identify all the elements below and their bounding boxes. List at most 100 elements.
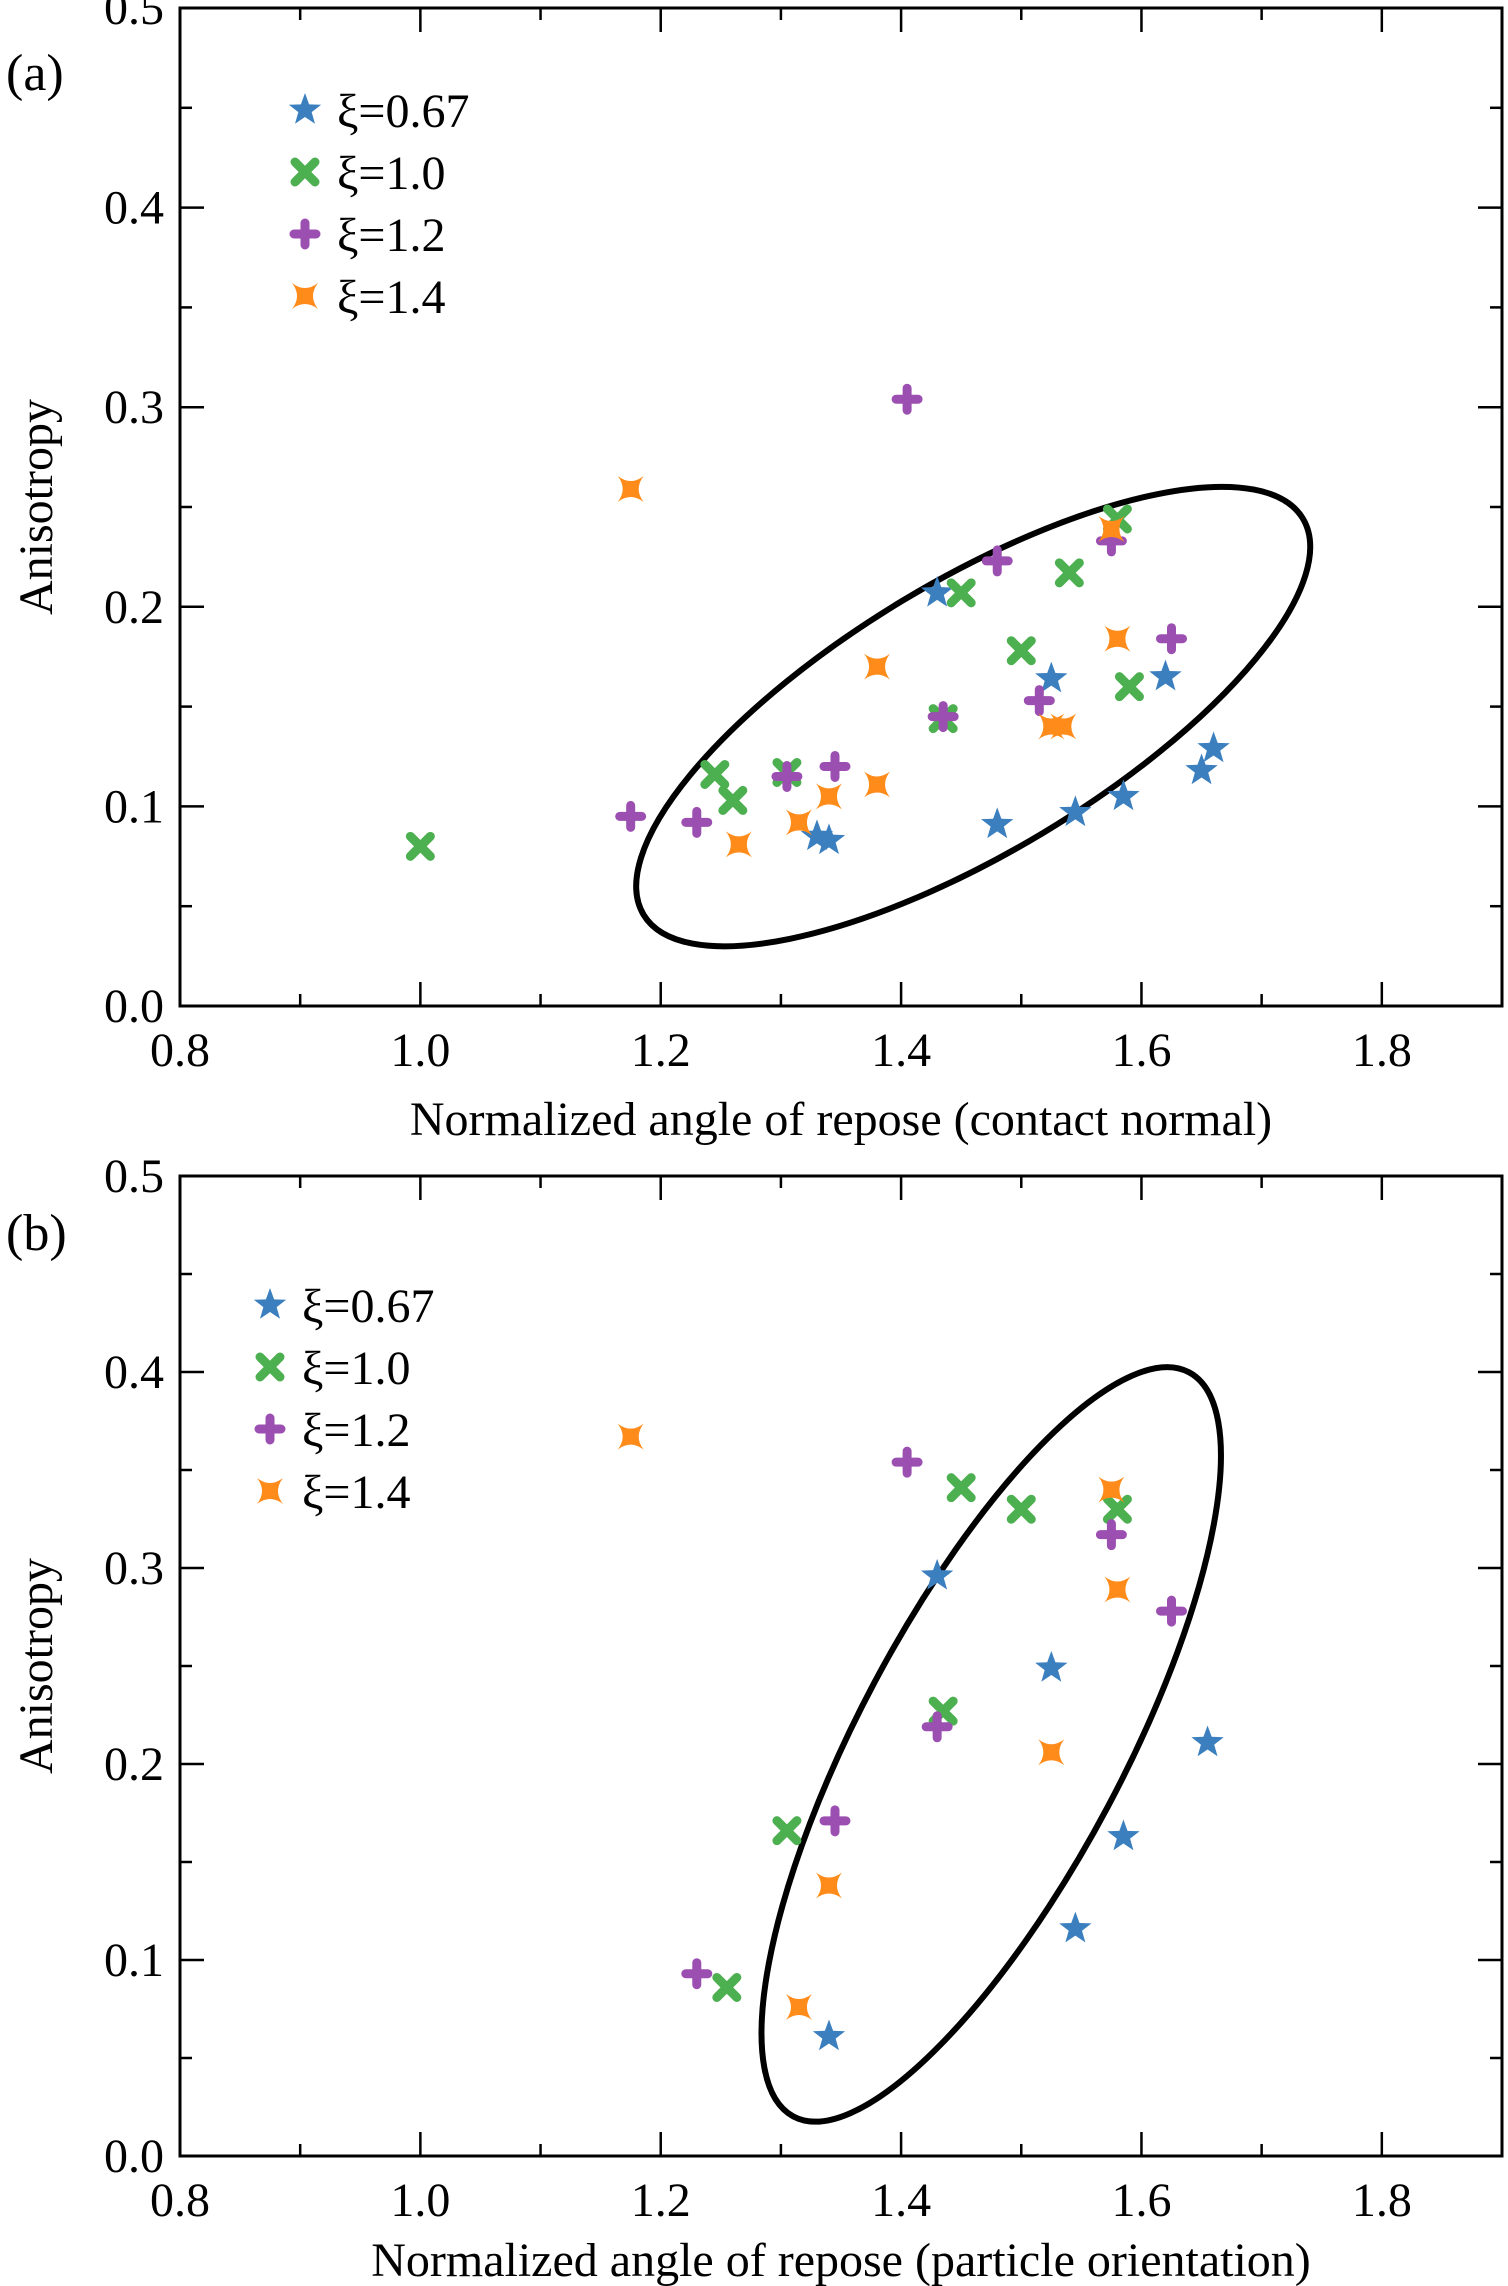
- x-tick-label: 1.6: [1111, 2174, 1171, 2227]
- x-tick-labels: 0.8 1.0 1.2 1.4 1.6 1.8: [150, 1024, 1412, 1077]
- y-tick-label: 0.2: [104, 1738, 164, 1791]
- x-tick-label: 1.0: [390, 2174, 450, 2227]
- data-point: [921, 1711, 953, 1743]
- data-point: [1104, 1576, 1131, 1603]
- data-point: [815, 783, 842, 810]
- legend: ξ=0.67 ξ=1.0 ξ=1.2 ξ=1.4: [288, 85, 469, 324]
- data-point: [1095, 1519, 1127, 1551]
- legend-label: ξ=1.2: [337, 209, 445, 262]
- legend-symbol: [292, 283, 318, 309]
- y-tick-label: 0.3: [104, 381, 164, 434]
- x-tick-label: 0.8: [150, 2174, 210, 2227]
- panel-label: (b): [6, 1205, 67, 1262]
- x-tick-label: 1.2: [631, 1024, 691, 1077]
- data-point: [815, 1872, 842, 1899]
- x-tick-label: 1.8: [1352, 1024, 1412, 1077]
- x-axis-label: Normalized angle of repose (contact norm…: [410, 1093, 1272, 1146]
- data-point: [864, 653, 891, 680]
- x-tick-label: 1.4: [871, 2174, 931, 2227]
- y-tick-label: 0.2: [104, 581, 164, 634]
- data-point: [812, 823, 846, 855]
- legend-marker: [254, 1413, 286, 1445]
- x-tick-label: 1.4: [871, 1024, 931, 1077]
- y-tick-label: 0.1: [104, 1934, 164, 1987]
- data-point: [891, 1446, 923, 1478]
- data-point: [1098, 1476, 1125, 1503]
- x-tick-label: 1.2: [631, 2174, 691, 2227]
- legend-label: ξ=0.67: [302, 1280, 434, 1333]
- data-point: [864, 771, 891, 798]
- legend-marker: [289, 218, 321, 250]
- data-point: [1023, 685, 1055, 717]
- data-point: [1006, 636, 1036, 666]
- data-point: [819, 1805, 851, 1837]
- legend-marker: [290, 157, 320, 187]
- y-tick-label: 0.4: [104, 1346, 164, 1399]
- legend-symbol: [288, 93, 322, 124]
- data-point: [927, 701, 959, 733]
- data-point: [405, 831, 435, 861]
- legend-symbol: [255, 1352, 285, 1382]
- x-tick-label: 1.6: [1111, 1024, 1171, 1077]
- data-point: [819, 750, 851, 782]
- legend-label: ξ=1.0: [302, 1342, 410, 1395]
- y-axis-label: Anisotropy: [10, 399, 63, 615]
- legend-label: ξ=1.4: [337, 271, 445, 324]
- data-point: [712, 1972, 742, 2002]
- legend-entry: ξ=1.4: [257, 1466, 410, 1519]
- data-point: [1098, 515, 1125, 542]
- legend-marker: [292, 283, 318, 309]
- data-point: [1102, 1494, 1132, 1524]
- data-point: [1006, 1494, 1036, 1524]
- y-tick-labels: 0.0 0.1 0.2 0.3 0.4 0.5: [104, 1150, 164, 2183]
- panel-b: (b) 0.8 1.0 1.2 1.4 1.6 1.8 0.0 0.1 0.2 …: [6, 1150, 1504, 2286]
- legend-entry: ξ=1.2: [254, 1404, 410, 1457]
- x-tick-labels: 0.8 1.0 1.2 1.4 1.6 1.8: [150, 2174, 1412, 2227]
- data-point: [812, 2019, 846, 2051]
- data-point: [981, 545, 1013, 577]
- y-tick-label: 0.0: [104, 2130, 164, 2183]
- y-tick-label: 0.1: [104, 780, 164, 833]
- data-point: [891, 383, 923, 415]
- legend-entry: ξ=0.67: [288, 85, 469, 138]
- x-tick-label: 0.8: [150, 1024, 210, 1077]
- axis-ticks: [178, 6, 1504, 1008]
- data-point: [1185, 753, 1218, 785]
- legend-symbol: [257, 1478, 283, 1504]
- data-point: [785, 809, 812, 836]
- data-points: [617, 1423, 1224, 2051]
- data-point: [1156, 1595, 1187, 1627]
- legend-symbol: [289, 218, 321, 250]
- legend-label: ξ=1.2: [302, 1404, 410, 1457]
- data-point: [800, 819, 834, 851]
- legend-marker: [253, 1288, 287, 1319]
- x-tick-label: 1.0: [390, 1024, 450, 1077]
- data-point: [1050, 713, 1077, 740]
- legend-marker: [255, 1352, 285, 1382]
- legend-marker: [257, 1478, 283, 1504]
- ellipse-layer: [633, 483, 1314, 950]
- y-tick-label: 0.0: [104, 980, 164, 1033]
- data-point: [681, 1958, 713, 1990]
- data-point: [1035, 661, 1068, 693]
- data-point: [920, 1558, 954, 1590]
- data-point: [615, 800, 647, 832]
- data-point: [1059, 1911, 1092, 1943]
- y-tick-label: 0.4: [104, 182, 164, 235]
- data-point: [1054, 558, 1084, 588]
- legend-entry: ξ=0.67: [253, 1280, 434, 1333]
- legend-entry: ξ=1.0: [290, 147, 445, 200]
- data-point: [1197, 731, 1230, 763]
- data-point: [718, 785, 748, 815]
- data-point: [946, 578, 976, 608]
- data-point: [946, 1473, 976, 1503]
- legend-marker: [288, 93, 322, 124]
- data-point: [981, 807, 1014, 839]
- data-point: [1107, 779, 1140, 811]
- legend-entry: ξ=1.4: [292, 271, 445, 324]
- legend-label: ξ=1.4: [302, 1466, 410, 1519]
- y-tick-label: 0.3: [104, 1542, 164, 1595]
- data-point: [1104, 625, 1131, 652]
- legend: ξ=0.67 ξ=1.0 ξ=1.2 ξ=1.4: [253, 1280, 434, 1519]
